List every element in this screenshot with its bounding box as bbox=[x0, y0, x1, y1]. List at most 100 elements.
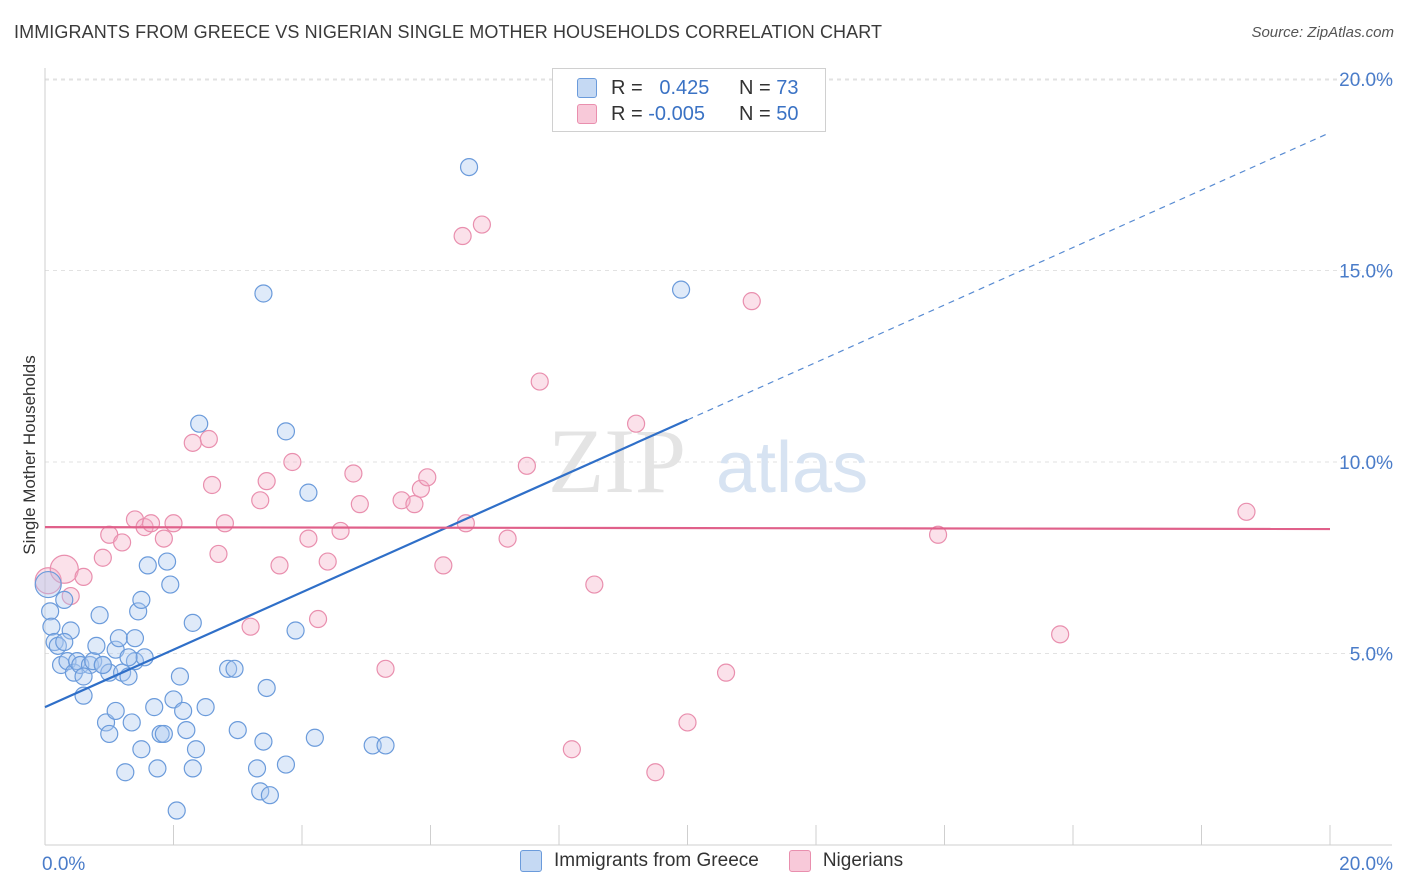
nigerian-point bbox=[308, 609, 328, 629]
greece-point bbox=[125, 629, 145, 648]
nigerian-point bbox=[1237, 502, 1256, 521]
nigerian-trend-line bbox=[44, 526, 1331, 531]
nigerian-point bbox=[112, 533, 132, 552]
greece-point bbox=[286, 621, 305, 640]
legend-r-label: R = bbox=[611, 102, 643, 125]
nigerian-point bbox=[283, 452, 302, 472]
series-legend-nigerian: Nigerians bbox=[788, 850, 903, 872]
nigerian-point bbox=[164, 514, 183, 533]
greece-point bbox=[196, 698, 215, 717]
y-tick-labels: 5.0% 10.0% 15.0% 20.0% bbox=[1339, 70, 1393, 666]
nigerian-point bbox=[517, 456, 536, 475]
nigerian-point bbox=[318, 552, 337, 571]
chart-title: IMMIGRANTS FROM GREECE VS NIGERIAN SINGL… bbox=[14, 22, 883, 42]
nigerian-point bbox=[742, 292, 761, 311]
x-tick-labels: 0.0% 20.0% bbox=[42, 854, 1393, 875]
nigerian-point bbox=[928, 525, 948, 544]
nigerian-point bbox=[350, 495, 369, 514]
nigerian-point bbox=[418, 468, 437, 487]
greece-point bbox=[55, 632, 74, 652]
greece-point bbox=[154, 724, 173, 744]
greece-point bbox=[276, 755, 296, 774]
legend-n-value: 73 bbox=[776, 76, 799, 99]
greece-point bbox=[251, 782, 270, 801]
series-name-greece: Immigrants from Greece bbox=[554, 850, 759, 871]
series-legend-greece: Immigrants from Greece bbox=[520, 850, 759, 872]
greece-trend-extension bbox=[687, 132, 1331, 421]
greece-point bbox=[132, 740, 151, 759]
legend-r-value: 0.425 bbox=[659, 76, 710, 99]
nigerian-point bbox=[530, 372, 549, 391]
nigerian-point bbox=[251, 491, 270, 510]
greece-point bbox=[145, 698, 164, 717]
legend-r-value: -0.005 bbox=[648, 102, 705, 125]
source-note: Source: ZipAtlas.com bbox=[1251, 24, 1394, 41]
legend-swatch-nigerian bbox=[577, 104, 597, 124]
greece-point bbox=[119, 648, 138, 667]
nigerian-point bbox=[215, 514, 234, 533]
greece-point bbox=[186, 740, 206, 759]
greece-point bbox=[87, 636, 106, 655]
nigerian-point bbox=[626, 414, 646, 433]
nigerian-point bbox=[434, 556, 453, 575]
greece-point bbox=[41, 602, 60, 621]
greece-point bbox=[116, 763, 135, 782]
greece-point bbox=[299, 483, 318, 502]
greece-point bbox=[90, 606, 109, 625]
greece-point bbox=[132, 590, 151, 609]
legend-row-greece: R = 0.425 N = 73 bbox=[577, 75, 799, 101]
nigerian-point bbox=[376, 659, 395, 678]
nigerian-point bbox=[498, 529, 517, 548]
greece-point bbox=[74, 667, 93, 686]
greece-point bbox=[219, 659, 238, 678]
greece-point bbox=[148, 759, 167, 778]
greece-points bbox=[34, 157, 691, 820]
series-swatch-nigerian bbox=[788, 850, 811, 872]
greece-trend-line bbox=[44, 418, 688, 709]
greece-point bbox=[376, 736, 395, 755]
nigerian-point bbox=[299, 529, 318, 548]
greece-point bbox=[42, 617, 61, 636]
greece-point bbox=[106, 701, 125, 721]
greece-point bbox=[459, 157, 479, 177]
legend-n-label: N = bbox=[739, 102, 771, 125]
nigerian-point bbox=[453, 226, 472, 246]
y-tick-label: 5.0% bbox=[1350, 645, 1393, 666]
greece-point bbox=[177, 720, 196, 740]
greece-point bbox=[170, 667, 190, 686]
greece-point bbox=[167, 801, 186, 820]
nigerian-point bbox=[257, 472, 276, 491]
nigerian-point bbox=[154, 529, 173, 548]
greece-point bbox=[161, 575, 180, 594]
nigerian-point bbox=[1051, 625, 1070, 644]
nigerian-point bbox=[241, 617, 260, 636]
greece-point bbox=[276, 422, 296, 441]
greece-point bbox=[225, 659, 244, 678]
nigerian-point bbox=[585, 575, 604, 594]
legend-r-label: R = bbox=[611, 76, 643, 99]
nigerian-point bbox=[141, 514, 161, 533]
nigerian-point bbox=[202, 475, 222, 495]
greece-point bbox=[109, 629, 128, 648]
nigerian-point bbox=[331, 521, 350, 541]
greece-point bbox=[61, 621, 80, 640]
axes bbox=[44, 68, 1392, 846]
nigerian-point bbox=[411, 479, 430, 498]
legend-row-nigerian: R = -0.005 N = 50 bbox=[577, 101, 799, 127]
greece-point bbox=[93, 655, 112, 675]
greece-point bbox=[247, 759, 267, 778]
nigerian-point bbox=[562, 740, 581, 759]
series-swatch-greece bbox=[520, 850, 542, 872]
nigerian-point bbox=[209, 544, 228, 564]
legend-n-label: N = bbox=[739, 76, 771, 99]
trend-lines bbox=[44, 132, 1331, 709]
greece-point bbox=[138, 556, 157, 575]
greece-point bbox=[305, 728, 324, 747]
greece-point bbox=[257, 678, 276, 698]
greece-point bbox=[183, 613, 202, 632]
correlation-legend: R = 0.425 N = 73 R = -0.005 N = 50 bbox=[552, 68, 826, 132]
x-tick-label: 20.0% bbox=[1339, 854, 1393, 875]
greece-point bbox=[157, 552, 177, 571]
y-axis-label: Single Mother Households bbox=[20, 355, 39, 554]
